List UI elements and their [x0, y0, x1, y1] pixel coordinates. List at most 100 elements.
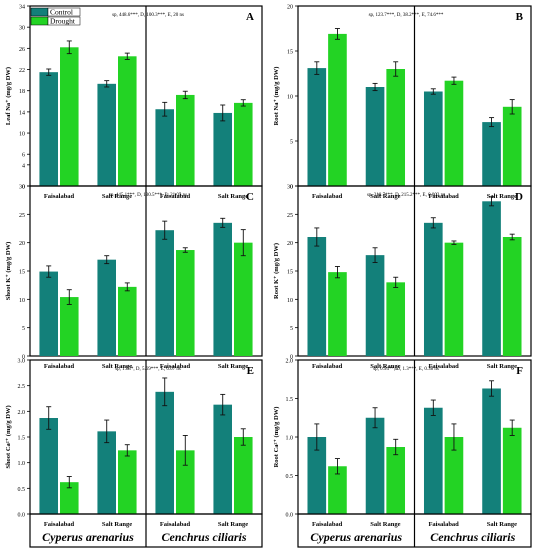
y-tick-label: 15	[287, 270, 293, 276]
y-tick-label: 5	[290, 140, 293, 146]
y-tick-label: 22	[19, 68, 25, 74]
y-tick-label: 5	[290, 326, 293, 332]
bar-control	[39, 271, 58, 356]
panel-C: 0 5 10 15 20 25 30 Shoot K⁺ (mg/g DW) sp, 445.1*…	[5, 185, 263, 370]
species-label: Cenchrus ciliaris	[430, 530, 515, 544]
panel-letter: C	[246, 191, 254, 203]
bar-drought	[118, 450, 137, 514]
y-tick-label: 30	[287, 185, 293, 191]
bar-drought	[328, 272, 347, 356]
bar-control	[482, 201, 501, 356]
bar-control	[39, 418, 58, 514]
legend-label: Control	[50, 8, 73, 17]
category-label: Faisalabad	[160, 521, 191, 528]
bar-control	[307, 437, 327, 514]
bar-control	[39, 72, 58, 186]
y-tick-label: 10	[19, 132, 25, 138]
bar-drought	[60, 297, 79, 356]
bar-control	[365, 255, 385, 356]
y-tick-label: 15	[287, 50, 293, 56]
y-tick-label: 20	[287, 241, 293, 247]
bar-control	[155, 391, 174, 514]
bar-control	[482, 122, 501, 186]
bar-drought	[328, 33, 347, 187]
y-tick-label: 0	[22, 355, 25, 361]
bar-drought	[502, 106, 522, 186]
y-tick-label: 1.0	[18, 461, 26, 467]
bar-control	[213, 112, 232, 186]
bar-drought	[176, 94, 195, 186]
bar-control	[155, 109, 174, 186]
stats-annotation: sp, 123.7***, D, 38.2***, E, 74.6***	[369, 13, 444, 18]
category-label: Salt Range	[218, 193, 248, 200]
category-label: Faisalabad	[44, 363, 75, 370]
stats-annotation: sp, 1.75*, D, 5.69***, E, 0.07 ns	[115, 367, 181, 372]
y-tick-label: 30	[19, 185, 25, 191]
y-tick-label: 30	[19, 26, 25, 32]
bar-drought	[234, 242, 253, 356]
bar-drought	[234, 437, 253, 514]
y-tick-label: 2.5	[18, 384, 26, 390]
category-label: Salt Range	[487, 363, 517, 370]
y-tick-label: 18	[19, 89, 25, 95]
category-label: Faisalabad	[44, 521, 75, 528]
y-axis-label: Root Na⁺ (mg/g DW)	[273, 67, 280, 126]
category-label: Salt Range	[370, 193, 400, 200]
bar-control	[423, 91, 443, 186]
y-tick-label: 6	[22, 153, 25, 159]
panel-D: 0 5 10 15 20 25 30 Root K⁺ (mg/g DW) sp, 318.7**…	[273, 185, 532, 370]
category-label: Salt Range	[102, 193, 132, 200]
y-tick-label: 0	[290, 185, 293, 191]
y-tick-label: 26	[19, 47, 25, 53]
category-label: Salt Range	[218, 521, 248, 528]
stats-annotation: sp, 318.7***, D, 215.2***, E, 0.003 ns	[367, 193, 445, 198]
y-tick-label: 1.0	[286, 436, 294, 442]
bar-control	[213, 222, 232, 356]
category-label: Salt Range	[487, 193, 517, 200]
bar-control	[97, 259, 116, 356]
panel-letter: A	[246, 11, 254, 23]
bar-control	[307, 68, 327, 186]
y-tick-label: 10	[287, 95, 293, 101]
panel-B: 0 5 10 15 20 Root Na⁺ (mg/g DW) sp, 123.7***, …	[273, 5, 532, 200]
species-label: Cenchrus ciliaris	[161, 530, 246, 544]
category-label: Faisalabad	[312, 521, 343, 528]
bar-drought	[444, 80, 464, 186]
category-label: Faisalabad	[428, 193, 459, 200]
bar-control	[423, 222, 443, 356]
category-label: Salt Range	[370, 363, 400, 370]
y-tick-label: 10	[19, 298, 25, 304]
category-label: Salt Range	[370, 521, 400, 528]
y-tick-label: 1.5	[18, 436, 26, 442]
y-tick-label: 15	[19, 270, 25, 276]
bar-control	[307, 237, 327, 356]
species-label: Cyperus arenarius	[310, 530, 402, 544]
panel-letter: D	[515, 191, 523, 203]
y-tick-label: 2.0	[18, 410, 26, 416]
bar-drought	[118, 286, 137, 356]
bar-drought	[386, 69, 406, 186]
bar-drought	[60, 482, 79, 514]
bar-drought	[176, 250, 195, 356]
bar-control	[365, 417, 385, 514]
stats-annotation: sp, 445.1***, D, 130.5***, E, 21.05 ns	[109, 193, 187, 198]
category-label: Faisalabad	[312, 193, 343, 200]
bar-drought	[444, 437, 464, 514]
y-tick-label: 0.0	[286, 513, 294, 519]
bar-drought	[386, 282, 406, 356]
y-tick-label: 34	[19, 5, 25, 11]
legend-label-box	[47, 7, 81, 17]
y-tick-label: 0.0	[18, 513, 26, 519]
bar-drought	[234, 102, 253, 186]
species-label: Cyperus arenarius	[42, 530, 134, 544]
y-tick-label: 5	[22, 326, 25, 332]
bar-drought	[118, 56, 137, 187]
bar-drought	[176, 450, 195, 514]
y-axis-label: Leaf Na⁺ (mg/g DW)	[5, 67, 12, 125]
y-tick-label: 20	[19, 241, 25, 247]
bar-control	[97, 83, 116, 186]
y-tick-label: 10	[287, 298, 293, 304]
y-tick-label: 14	[19, 110, 25, 116]
legend-swatch-drought	[30, 16, 49, 26]
